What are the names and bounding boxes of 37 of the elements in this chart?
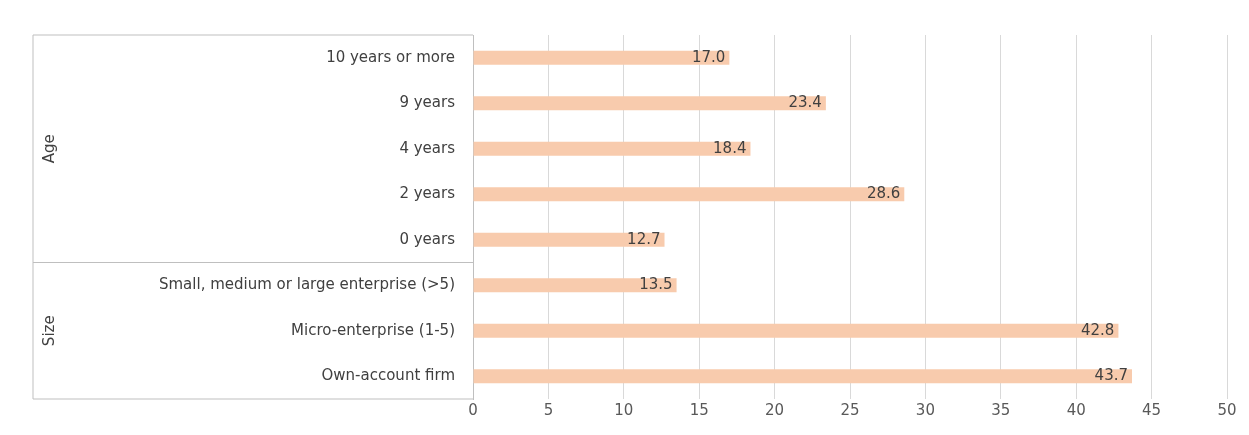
x-tick-label: 45 (1142, 400, 1162, 419)
x-tick-label: 15 (689, 400, 709, 419)
x-tick-label: 20 (765, 400, 785, 419)
x-tick-label: 30 (915, 400, 935, 419)
data-label: 17.0 (691, 47, 726, 66)
data-label: 13.5 (639, 275, 673, 294)
data-label: 23.4 (788, 93, 822, 112)
x-tick-label: 25 (840, 400, 860, 419)
data-label: 18.4 (713, 138, 747, 157)
y-tick-label: 4 years (399, 138, 456, 157)
data-label: 28.6 (866, 184, 901, 203)
bar (473, 369, 1132, 384)
x-tick-label: 35 (991, 400, 1011, 419)
x-tick-label: 0 (468, 400, 478, 419)
y-tick-label: 10 years or more (326, 47, 455, 66)
bar (473, 232, 665, 247)
data-label: 43.7 (1094, 366, 1128, 385)
x-tick-label: 5 (543, 400, 554, 419)
bar (473, 187, 905, 202)
y-tick-label: 9 years (399, 93, 456, 112)
data-label: 42.8 (1081, 320, 1115, 339)
bar (473, 50, 730, 65)
x-tick-label: 10 (614, 400, 634, 419)
bar (473, 323, 1119, 338)
text: Age (39, 134, 58, 164)
y-tick-label: Own-account firm (321, 366, 455, 385)
y-tick-label: Small, medium or large enterprise (>5) (158, 275, 455, 294)
y-tick-label: Micro-enterprise (1-5) (291, 320, 455, 339)
y-tick-label: 0 years (399, 229, 456, 248)
data-label: 12.7 (627, 229, 661, 248)
y-tick-label: 2 years (399, 184, 456, 203)
x-tick-label: 50 (1217, 400, 1237, 419)
bar (473, 278, 677, 293)
bar (473, 96, 826, 111)
x-tick-label: 40 (1066, 400, 1086, 419)
text: Size (39, 315, 58, 347)
bar (473, 141, 751, 156)
